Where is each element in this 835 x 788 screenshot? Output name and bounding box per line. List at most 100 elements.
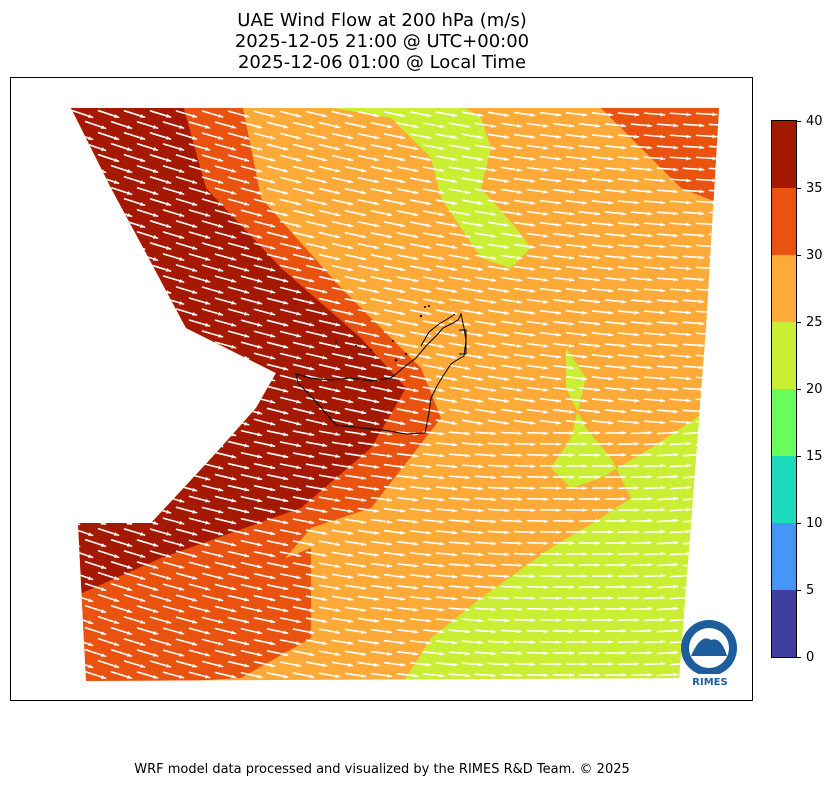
wind-arrow-head (465, 651, 470, 656)
wind-arrow-head (569, 651, 574, 656)
wind-arrow (695, 574, 718, 578)
wind-arrow-head (504, 574, 509, 579)
wind-arrow-head (244, 223, 249, 228)
wind-arrow-head (348, 619, 353, 623)
wind-arrow-head (582, 222, 587, 227)
wind-arrow (71, 208, 81, 218)
wind-arrow (437, 685, 457, 687)
wind-arrow-head (348, 641, 353, 645)
wind-arrow-head (374, 618, 379, 623)
wind-arrow-head (478, 508, 483, 513)
wind-arrow (71, 538, 81, 548)
wind-arrow-head (257, 212, 262, 217)
wind-arrow-head (231, 168, 236, 173)
wind-arrow (281, 684, 301, 688)
wind-arrow-head (257, 124, 262, 129)
wind-arrow-head (634, 441, 639, 446)
wind-arrow (71, 274, 81, 284)
wind-arrow-head (621, 211, 626, 216)
wind-arrow-head (192, 201, 197, 206)
wind-arrow-head (400, 574, 405, 579)
wind-arrow-head (660, 156, 665, 161)
wind-arrow-head (595, 167, 600, 172)
wind-arrow-head (608, 573, 613, 578)
wind-arrow-head (452, 223, 457, 228)
wind-arrow-head (400, 421, 405, 426)
wind-arrow-head (179, 300, 184, 305)
wind-arrow-head (400, 311, 405, 316)
wind-arrow-head (400, 113, 405, 118)
wind-arrow-head (88, 158, 93, 163)
wind-arrow (723, 509, 743, 511)
wind-arrow-head (712, 200, 717, 205)
wind-arrow-head (673, 299, 678, 304)
wind-arrow-head (595, 452, 600, 457)
wind-arrow-head (335, 586, 340, 591)
wind-arrow-head (569, 167, 574, 172)
wind-arrow-head (426, 464, 431, 469)
wind-arrow-head (673, 211, 678, 216)
wind-arrow-head (270, 619, 275, 624)
wind-arrow-head (491, 607, 496, 612)
wind-arrow-head (465, 388, 470, 393)
wind-arrow-head (556, 486, 561, 491)
wind-arrow-head (543, 255, 548, 260)
wind-arrow-head (231, 564, 236, 569)
wind-arrow-head (738, 507, 742, 511)
wind-arrow-head (75, 653, 80, 658)
wind-arrow-head (582, 266, 587, 271)
wind-arrow-head (569, 255, 574, 260)
wind-arrow-head (387, 475, 392, 480)
wind-arrow (136, 341, 159, 349)
wind-arrow-head (556, 200, 561, 205)
wind-arrow (723, 333, 743, 334)
wind-arrow (136, 275, 159, 283)
wind-arrow-head (322, 267, 327, 272)
wind-arrow-head (712, 222, 717, 227)
wind-arrow-head (465, 322, 470, 327)
wind-arrow-head (517, 321, 522, 326)
wind-arrow-head (699, 101, 703, 105)
wind-arrow-head (621, 123, 626, 128)
colorbar-tick-mark (797, 523, 801, 524)
wind-arrow-head (426, 113, 431, 118)
wind-arrow (71, 285, 94, 295)
wind-arrow-head (348, 509, 353, 513)
wind-arrow-head (660, 463, 665, 468)
wind-arrow-head (348, 443, 353, 447)
wind-arrow (708, 343, 719, 347)
wind-arrow-head (127, 191, 132, 195)
wind-arrow-head (322, 333, 327, 338)
wind-arrow-head (595, 474, 600, 479)
colorbar-segment (772, 456, 796, 523)
wind-arrow-head (387, 278, 392, 283)
wind-arrow-head (569, 453, 574, 458)
wind-arrow (175, 374, 198, 382)
wind-arrow-head (244, 641, 249, 646)
wind-arrow-head (205, 520, 210, 525)
wind-arrow (723, 113, 743, 114)
wind-arrow-head (361, 519, 366, 524)
wind-arrow-head (413, 651, 418, 656)
wind-arrow-head (686, 573, 691, 578)
wind-arrow (86, 100, 106, 107)
wind-arrow-head (413, 629, 418, 634)
wind-arrow-head (439, 234, 444, 239)
wind-arrow (71, 516, 81, 526)
wind-arrow-head (673, 452, 678, 457)
wind-arrow (97, 263, 120, 273)
wind-arrow-head (309, 432, 314, 437)
wind-arrow (97, 241, 120, 251)
wind-arrow-head (192, 686, 196, 690)
wind-arrow-head (309, 542, 314, 547)
wind-arrow-head (101, 455, 106, 459)
wind-arrow-head (244, 201, 249, 206)
wind-arrow-head (699, 167, 704, 172)
wind-arrow-head (257, 586, 262, 591)
wind-arrow-head (166, 553, 171, 558)
wind-arrow-head (218, 355, 223, 360)
wind-arrow (123, 374, 146, 382)
wind-arrow-head (725, 452, 729, 456)
wind-arrow-head (543, 409, 548, 414)
wind-arrow (695, 596, 718, 600)
